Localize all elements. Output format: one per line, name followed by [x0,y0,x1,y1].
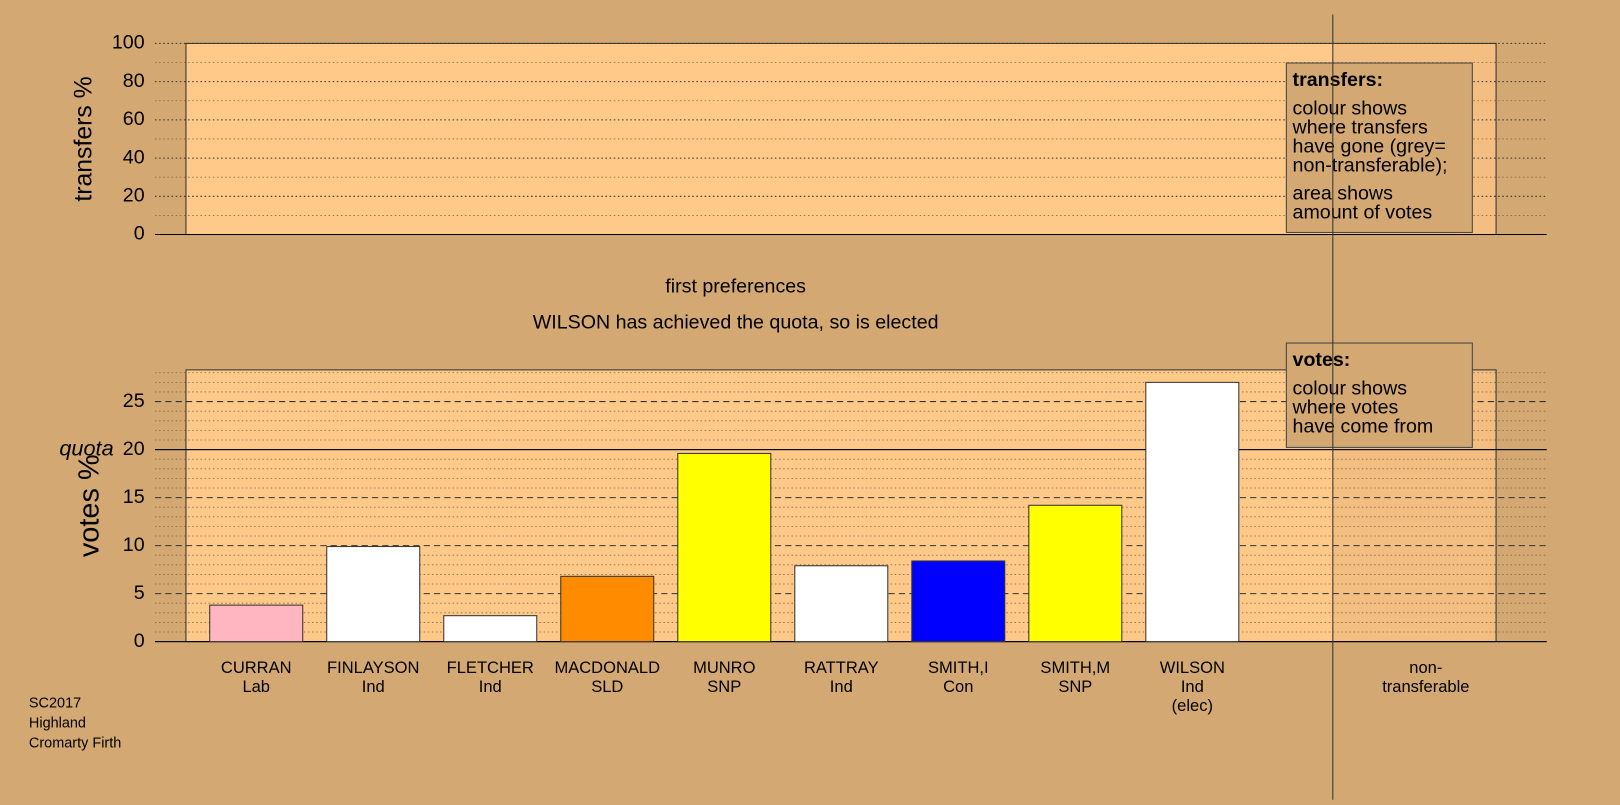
bar [209,604,304,643]
legend-text: have gone (grey= [1293,136,1446,158]
x-tick-label: (elec) [1172,696,1213,715]
quota-label: quota [59,435,113,460]
legend-text: area shows [1293,183,1394,205]
legend-text: colour shows [1293,98,1408,120]
y-tick-label: 5 [134,582,145,604]
x-tick-label: MACDONALD [554,658,660,677]
y-axis-label: votes % [74,454,106,557]
x-tick-label: FINLAYSON [327,658,419,677]
y-axis-label: transfers % [70,76,97,201]
footer-text: SC2017 [29,695,81,711]
chart-title: first preferences [665,275,806,297]
footer-text: Highland [29,716,86,732]
legend-box [1285,62,1473,233]
y-tick-label: 0 [134,630,145,652]
legend-text: where votes [1292,397,1399,419]
bar [677,452,772,643]
bar [911,560,1006,643]
bar [443,615,538,643]
legend-text: where transfers [1292,117,1428,139]
x-tick-label: WILSON [1160,658,1225,677]
x-tick-label: SNP [1058,677,1092,696]
x-tick-label: MUNRO [693,658,756,677]
x-tick-label: Ind [479,677,502,696]
x-tick-label: Ind [1181,677,1204,696]
x-tick-label: non- [1409,658,1442,677]
y-tick-label: 15 [123,486,145,508]
y-tick-label: 10 [123,534,145,556]
bar [1145,381,1240,643]
legend-text: non-transferable); [1293,154,1448,176]
x-tick-label: SMITH,I [928,658,989,677]
legend-text: amount of votes [1293,202,1433,224]
legend-box [1285,342,1473,448]
x-tick-label: CURRAN [221,658,292,677]
y-tick-label: 0 [134,223,145,245]
y-tick-label: 20 [123,184,145,206]
bar [326,546,421,643]
legend-text: colour shows [1293,378,1408,400]
y-tick-label: 100 [112,32,145,54]
legend-text: have come from [1293,416,1434,438]
x-tick-label: transferable [1382,677,1469,696]
legend-title: transfers: [1293,69,1384,91]
y-tick-label: 40 [123,146,145,168]
footer-text: Cromarty Firth [29,736,121,752]
y-tick-label: 60 [123,108,145,130]
x-tick-label: SMITH,M [1040,658,1110,677]
x-tick-label: FLETCHER [447,658,534,677]
bar [560,575,655,643]
y-tick-label: 20 [123,438,145,460]
x-tick-label: RATTRAY [804,658,879,677]
bar [1028,504,1123,643]
x-tick-label: SLD [591,677,623,696]
x-tick-label: SNP [707,677,741,696]
x-tick-label: Con [943,677,973,696]
x-tick-label: Lab [242,677,270,696]
legend-title: votes: [1293,349,1351,371]
x-tick-label: Ind [362,677,385,696]
chart-subtitle: WILSON has achieved the quota, so is ele… [533,312,939,334]
y-tick-label: 25 [123,390,145,412]
y-tick-label: 80 [123,70,145,92]
x-tick-label: Ind [830,677,853,696]
bar [794,565,889,643]
